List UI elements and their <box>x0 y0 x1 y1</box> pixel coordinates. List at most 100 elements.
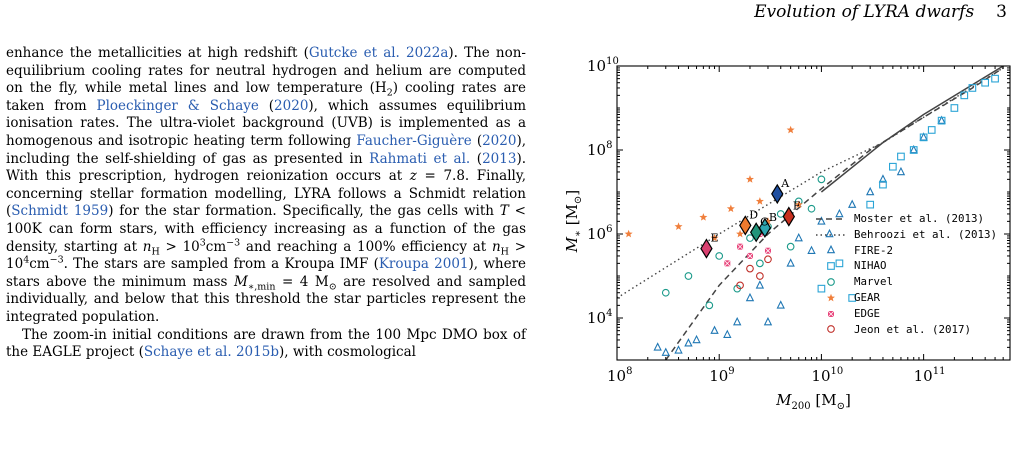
x-tick-label: 109 <box>709 366 734 385</box>
marvel-point <box>807 204 816 213</box>
citation-link[interactable]: Gutcke et al. 2022a <box>308 45 449 61</box>
text-run: T <box>499 203 509 220</box>
citation-link[interactable]: Schmidt 1959 <box>11 203 109 220</box>
nihao-point <box>968 84 977 92</box>
gear-point <box>710 233 719 242</box>
behroozi-et-al-2013-line <box>617 67 1004 299</box>
nihao-point <box>866 200 875 209</box>
lyra-label-d: D <box>749 208 758 221</box>
legend-entry: EDGE <box>814 306 1014 322</box>
gear-point <box>624 229 633 238</box>
gear-point <box>699 213 708 221</box>
text-run: −3 <box>49 254 64 266</box>
text-run: n <box>491 238 501 255</box>
nihao-point <box>991 74 999 83</box>
fire-2-point <box>755 280 765 289</box>
x-tick-label: 108 <box>607 366 632 385</box>
fire-2-point <box>794 232 803 242</box>
legend-label: GEAR <box>854 290 881 304</box>
legend-marker <box>827 262 835 271</box>
legend-label: Behroozi et al. (2013) <box>854 227 998 241</box>
marvel-point <box>776 210 785 218</box>
text-run: n <box>142 238 152 255</box>
legend-marker-cross <box>827 310 835 317</box>
legend-label: FIRE-2 <box>854 243 894 257</box>
text-run: ) for the star formation. Specifically, … <box>108 203 500 220</box>
citation-link[interactable]: 2020 <box>482 132 517 149</box>
lyra-diamond-a <box>771 183 784 205</box>
citation-link[interactable]: Ploeckinger & Schaye <box>96 97 259 114</box>
text-run: H <box>500 246 509 258</box>
text-run: enhance the metallicities at high redshi… <box>6 45 309 61</box>
marvel-point <box>746 234 754 242</box>
fire-2-point <box>692 334 701 344</box>
text-run: ( <box>258 97 275 114</box>
gear-point <box>763 217 772 225</box>
fire-2-point <box>776 300 785 309</box>
legend-marker <box>827 310 835 317</box>
text-run: < 100K can form stars, with efficiency i… <box>6 203 526 255</box>
legend-label: EDGE <box>854 306 881 320</box>
legend-entry: Marvel <box>814 274 1014 290</box>
legend-marker <box>827 278 835 286</box>
fire-2-point <box>919 132 928 141</box>
text-run: ), with cosmological <box>278 344 416 361</box>
legend-entry: FIRE-2 <box>814 243 1014 259</box>
fire-2-point <box>807 245 816 254</box>
lyra-label-c: C <box>760 215 768 228</box>
legend-label: NIHAO <box>854 259 887 273</box>
plot-legend: Moster et al. (2013) Behroozi et al. (201… <box>814 211 1014 337</box>
lyra-diamond-d <box>739 215 752 236</box>
nihao-point <box>879 180 887 189</box>
text-run: ). With this prescription, hydrogen reio… <box>6 150 526 185</box>
nihao-point <box>950 104 959 112</box>
y-tick-label: 108 <box>587 140 612 159</box>
text-run: ( <box>470 150 483 167</box>
text-run: −3 <box>226 237 241 249</box>
body-text-column: enhance the metallicities at high redshi… <box>6 45 526 362</box>
fire-2-point <box>786 258 795 267</box>
gear-point <box>674 222 683 230</box>
edge-point <box>764 247 772 254</box>
fire-2-point <box>763 316 773 326</box>
citation-link[interactable]: Kroupa 2001 <box>378 256 469 273</box>
marvel-point <box>684 272 693 280</box>
dotted-line-icon <box>816 233 846 236</box>
citation-link[interactable]: 2013 <box>482 150 517 167</box>
circle-marker-icon <box>827 325 835 334</box>
fire-2-point <box>710 325 719 334</box>
fire-2-point <box>653 342 662 351</box>
fire-2-point <box>937 115 946 124</box>
fire-2-point <box>865 186 875 196</box>
lyra-label-b: B <box>769 211 777 224</box>
legend-entry: NIHAO <box>814 258 1014 274</box>
edge-point-cross <box>736 243 744 250</box>
fire-2-point <box>674 345 683 354</box>
nihao-point <box>960 91 969 100</box>
lyra-diamond-f <box>782 206 796 227</box>
gear-point <box>745 175 754 183</box>
nihao-point <box>835 259 844 268</box>
citation-link[interactable]: 2020 <box>274 97 309 114</box>
star-marker-icon <box>827 293 835 302</box>
fire-2-point <box>909 144 918 154</box>
jeon-et-al-2017-point <box>736 281 744 290</box>
fire-2-point <box>878 174 888 183</box>
legend-marker <box>827 293 835 302</box>
text-run: = 7.8. Finally, concerning stellar forma… <box>6 168 526 220</box>
citation-link[interactable]: Rahmati et al. <box>369 150 471 167</box>
legend-entry: Moster et al. (2013) <box>814 211 1014 227</box>
lyra-diamond-e <box>700 238 713 259</box>
plot-frame <box>616 65 1011 361</box>
text-run: M <box>233 273 248 290</box>
jeon-et-al-2017-point <box>746 264 754 273</box>
gear-point <box>726 204 735 213</box>
citation-link[interactable]: Schaye et al. 2015b <box>143 344 279 361</box>
fire-2-point <box>817 216 826 225</box>
citation-link[interactable]: Faucher-Giguère <box>356 132 472 149</box>
y-tick-label: 106 <box>587 224 612 243</box>
nihao-point <box>848 294 857 302</box>
fire-2-point <box>847 199 857 208</box>
nihao-point <box>919 133 928 142</box>
text-run: cm <box>29 256 50 273</box>
